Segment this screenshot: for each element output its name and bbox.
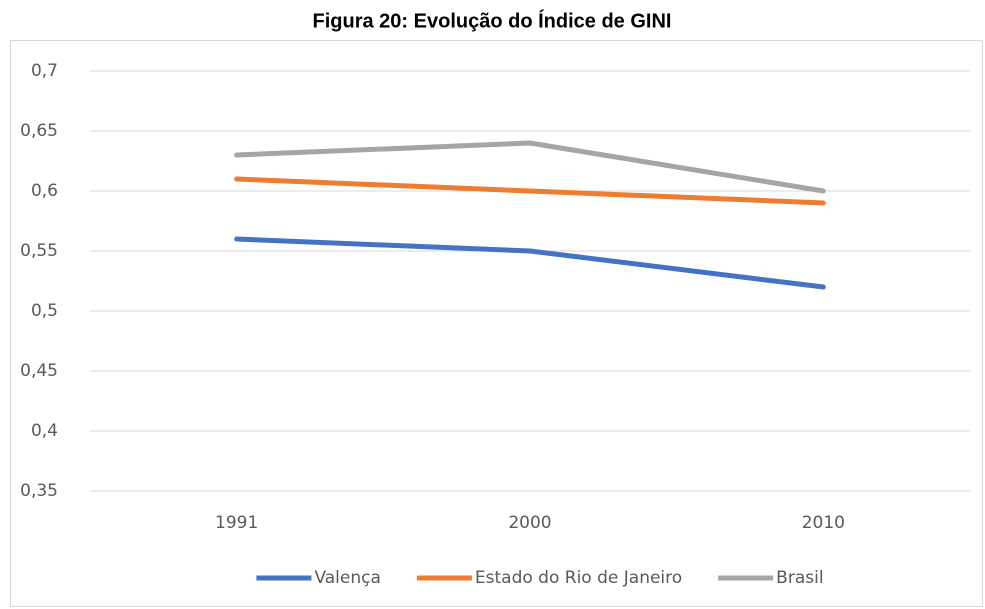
chart-frame (10, 40, 983, 607)
series-line (234, 140, 826, 194)
legend-label: Brasil (776, 568, 823, 588)
y-tick-label: 0,7 (31, 61, 58, 81)
y-tick-label: 0,55 (20, 241, 58, 261)
x-tick-label: 1991 (215, 513, 258, 533)
y-tick-label: 0,65 (20, 121, 58, 141)
y-tick-label: 0,4 (31, 421, 58, 441)
chart-title: Figura 20: Evolução do Índice de GINI (313, 9, 672, 32)
y-tick-label: 0,45 (20, 361, 58, 381)
legend-label: Estado do Rio de Janeiro (475, 568, 682, 588)
y-tick-label: 0,6 (31, 181, 58, 201)
y-tick-label: 0,5 (31, 301, 58, 321)
series-line (234, 236, 826, 290)
x-tick-label: 2010 (802, 513, 845, 533)
series-line (234, 176, 826, 206)
legend-label: Valença (314, 568, 380, 588)
y-tick-label: 0,35 (20, 481, 58, 501)
x-tick-label: 2000 (508, 513, 551, 533)
